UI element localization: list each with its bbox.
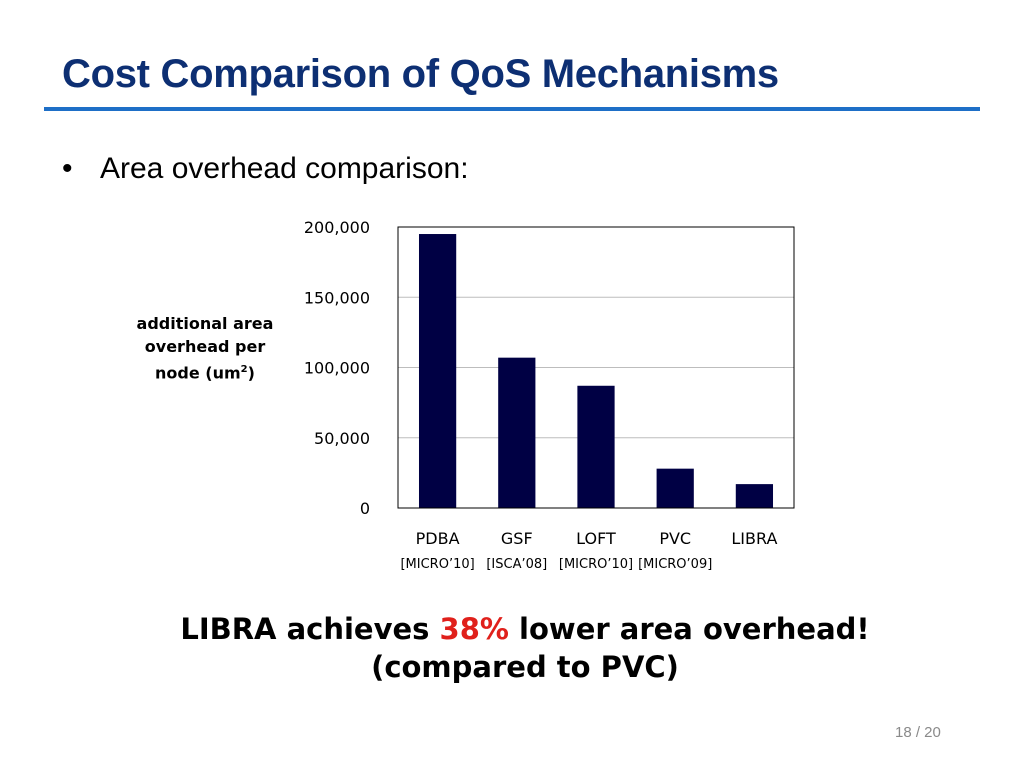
category-label: PDBA: [416, 529, 460, 548]
reference-labels: [MICRO’10] [ISCA’08] [MICRO’10] [MICRO’09]: [400, 557, 712, 572]
y-tick-label: 0: [360, 499, 370, 518]
y-tick-label: 150,000: [304, 288, 370, 307]
y-tick-label: 200,000: [304, 218, 370, 237]
category-label: LIBRA: [731, 529, 777, 548]
bars: [418, 234, 774, 508]
category-label: LOFT: [576, 529, 616, 548]
page-number: 18 / 20: [895, 724, 941, 741]
bullet-text: Area overhead comparison:: [100, 152, 469, 185]
bar-gsf: [498, 357, 536, 508]
bar-libra: [735, 484, 774, 508]
bar-pvc: [656, 468, 694, 508]
title-underline: [44, 107, 980, 111]
reference-label: [ISCA’08]: [486, 557, 547, 572]
category-label: GSF: [501, 529, 533, 548]
bar-pdba: [418, 234, 457, 508]
y-axis-label: additional area overhead per node (um2): [136, 314, 274, 383]
y-tick-label: 100,000: [304, 359, 370, 378]
conclusion: LIBRA achieves 38% lower area overhead! …: [0, 610, 1024, 686]
reference-label: [MICRO’10]: [400, 557, 474, 572]
bullet-marker: •: [62, 152, 73, 185]
bullet-item: • Area overhead comparison:: [62, 152, 469, 186]
y-tick-labels: 0 50,000 100,000 150,000 200,000: [304, 218, 370, 518]
reference-label: [MICRO’09]: [638, 557, 712, 572]
category-label: PVC: [659, 529, 691, 548]
plot-frame: [397, 226, 795, 509]
bar-loft: [577, 385, 615, 508]
slide-title: Cost Comparison of QoS Mechanisms: [62, 52, 779, 96]
highlight-percent: 38%: [439, 612, 509, 646]
y-tick-label: 50,000: [314, 429, 370, 448]
category-labels: PDBA GSF LOFT PVC LIBRA: [416, 529, 778, 548]
conclusion-line-2: (compared to PVC): [371, 650, 679, 684]
conclusion-line-1: LIBRA achieves 38% lower area overhead!: [180, 612, 870, 646]
reference-label: [MICRO’10]: [559, 557, 633, 572]
